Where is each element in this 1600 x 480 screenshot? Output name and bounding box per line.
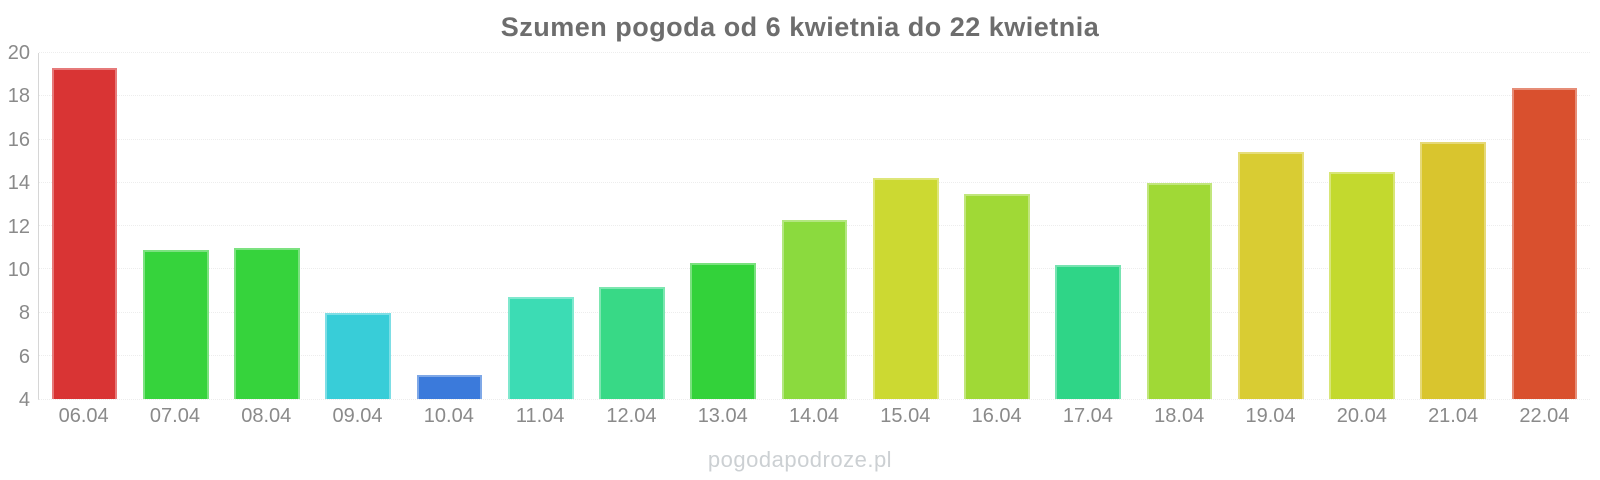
bar-09.04[interactable] [325, 312, 392, 399]
watermark: pogodapodroze.pl [707, 447, 893, 472]
bar-17.04[interactable] [1055, 264, 1122, 399]
x-axis-tick-label: 08.04 [241, 405, 292, 427]
bar-slot [404, 53, 495, 399]
bar-slot [951, 53, 1042, 399]
x-axis-tick-label: 18.04 [1154, 405, 1205, 427]
x-axis-tick-label: 20.04 [1336, 405, 1387, 427]
bar-15.04[interactable] [872, 178, 939, 399]
x-axis-tick-label: 07.04 [149, 405, 200, 427]
bar-19.04[interactable] [1237, 152, 1304, 399]
bar-06.04[interactable] [51, 68, 118, 399]
x-axis-tick-label: 13.04 [697, 405, 748, 427]
x-axis-tick-label: 17.04 [1062, 405, 1113, 427]
bar-14.04[interactable] [781, 219, 848, 399]
gridline [39, 52, 1590, 53]
y-axis-tick-label: 16 [7, 128, 30, 151]
bars-container [39, 53, 1590, 399]
x-axis-tick-label: 11.04 [515, 405, 565, 427]
bar-12.04[interactable] [599, 286, 665, 399]
bar-slot [1408, 53, 1499, 399]
bar-slot [1499, 53, 1590, 399]
bar-11.04[interactable] [507, 297, 574, 399]
bar-07.04[interactable] [143, 249, 209, 399]
bar-slot [313, 53, 404, 399]
bar-20.04[interactable] [1329, 171, 1395, 399]
y-axis-tick-label: 18 [7, 85, 30, 108]
bar-slot [860, 53, 951, 399]
plot-area [38, 52, 1590, 400]
y-axis-tick-label: 10 [7, 258, 30, 281]
x-axis-tick-label: 22.04 [1519, 405, 1570, 427]
x-axis-tick-label: 15.04 [880, 405, 931, 427]
x-axis-tick-label: 09.04 [332, 405, 383, 427]
bar-slot [1316, 53, 1407, 399]
bar-slot [678, 53, 769, 399]
x-axis-tick-label: 14.04 [788, 405, 840, 427]
gridline [39, 181, 1590, 183]
x-axis-tick-label: 19.04 [1245, 405, 1296, 427]
bar-22.04[interactable] [1511, 87, 1578, 399]
y-axis-tick-label: 4 [18, 389, 30, 411]
bar-slot [586, 53, 677, 399]
x-axis-tick-label: 16.04 [971, 405, 1022, 427]
bar-21.04[interactable] [1420, 141, 1486, 399]
bar-13.04[interactable] [690, 262, 757, 399]
bar-slot [769, 53, 860, 399]
x-axis-tick-label: 21.04 [1428, 405, 1479, 427]
bar-slot [1225, 53, 1316, 399]
bar-slot [1043, 53, 1134, 399]
chart-title: Szumen pogoda od 6 kwietnia do 22 kwietn… [500, 12, 1100, 42]
gridline [39, 95, 1590, 97]
y-axis-tick-label: 20 [7, 42, 30, 64]
y-axis-tick-label: 8 [18, 302, 30, 325]
x-axis-tick-label: 12.04 [606, 405, 657, 427]
y-axis-tick-label: 12 [7, 215, 30, 238]
bar-18.04[interactable] [1146, 182, 1213, 399]
bar-slot [39, 53, 130, 399]
y-axis-labels: 4 6 8 10 12 14 16 18 20 [0, 43, 30, 410]
x-axis-tick-label: 10.04 [423, 405, 474, 427]
bar-08.04[interactable] [234, 247, 300, 399]
bar-slot [1134, 53, 1225, 399]
bar-16.04[interactable] [964, 193, 1030, 399]
bar-10.04[interactable] [416, 375, 483, 399]
bar-slot [495, 53, 586, 399]
gridline [39, 138, 1590, 140]
x-axis-labels: 06.04 07.04 08.04 09.04 10.04 11.04 12.04 13.04… [38, 405, 1590, 428]
y-axis-tick-label: 14 [7, 172, 30, 195]
bar-slot [130, 53, 221, 399]
y-axis-tick-label: 6 [18, 345, 30, 368]
bar-slot [221, 53, 312, 399]
x-axis-tick-label: 06.04 [58, 405, 109, 427]
